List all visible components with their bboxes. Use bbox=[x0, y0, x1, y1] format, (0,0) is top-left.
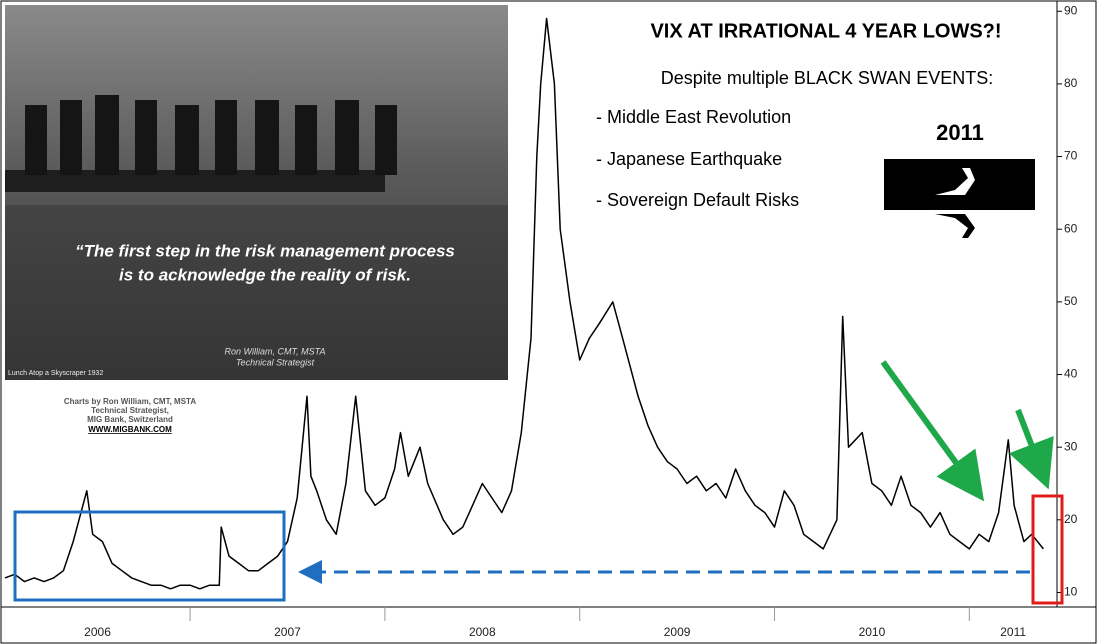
photo: “The first step in the risk management p… bbox=[5, 5, 508, 380]
quote-line: is to acknowledge the reality of risk. bbox=[119, 265, 411, 284]
photo-signature: Ron William, CMT, MSTA bbox=[225, 346, 326, 356]
photo-signature: Technical Strategist bbox=[236, 357, 315, 367]
credit: Charts by Ron William, CMT, MSTA bbox=[64, 397, 196, 406]
y-tick-label: 10 bbox=[1064, 585, 1078, 599]
photo-caption: Lunch Atop a Skyscraper 1932 bbox=[8, 370, 103, 377]
y-tick-label: 40 bbox=[1064, 367, 1078, 381]
workers bbox=[25, 95, 397, 175]
credit: Technical Strategist, bbox=[91, 406, 169, 415]
bullet: - Sovereign Default Risks bbox=[596, 190, 799, 210]
bullet: - Japanese Earthquake bbox=[596, 149, 782, 169]
headline: VIX AT IRRATIONAL 4 YEAR LOWS?! bbox=[650, 20, 1001, 42]
x-tick-label: 2011 bbox=[1000, 625, 1026, 639]
x-tick-label: 2007 bbox=[274, 625, 301, 639]
green-arrow bbox=[880, 360, 985, 502]
year-badge: 2011 bbox=[936, 120, 984, 145]
y-tick-label: 90 bbox=[1064, 3, 1078, 17]
y-tick-label: 30 bbox=[1064, 439, 1078, 453]
x-tick-label: 2006 bbox=[84, 625, 111, 639]
y-tick-label: 50 bbox=[1064, 294, 1078, 308]
credit-link: WWW.MIGBANK.COM bbox=[88, 425, 172, 434]
vix-line bbox=[4, 17, 1044, 590]
subheading: Despite multiple BLACK SWAN EVENTS: bbox=[661, 68, 993, 88]
y-tick-label: 20 bbox=[1064, 512, 1078, 526]
highlight-box bbox=[13, 510, 286, 602]
swan-icon bbox=[884, 159, 1035, 240]
y-tick-label: 70 bbox=[1064, 149, 1078, 163]
beam bbox=[5, 170, 385, 192]
x-tick-label: 2008 bbox=[469, 625, 496, 639]
quote-line: “The first step in the risk management p… bbox=[75, 241, 455, 260]
y-tick-label: 60 bbox=[1064, 221, 1078, 235]
green-arrow bbox=[1008, 408, 1054, 490]
city bbox=[5, 205, 508, 380]
credit: MIG Bank, Switzerland bbox=[87, 415, 173, 424]
x-tick-label: 2009 bbox=[664, 625, 691, 639]
bullet: - Middle East Revolution bbox=[596, 107, 791, 127]
highlight-box bbox=[1031, 494, 1064, 605]
x-tick-label: 2010 bbox=[859, 625, 886, 639]
y-tick-label: 80 bbox=[1064, 76, 1078, 90]
